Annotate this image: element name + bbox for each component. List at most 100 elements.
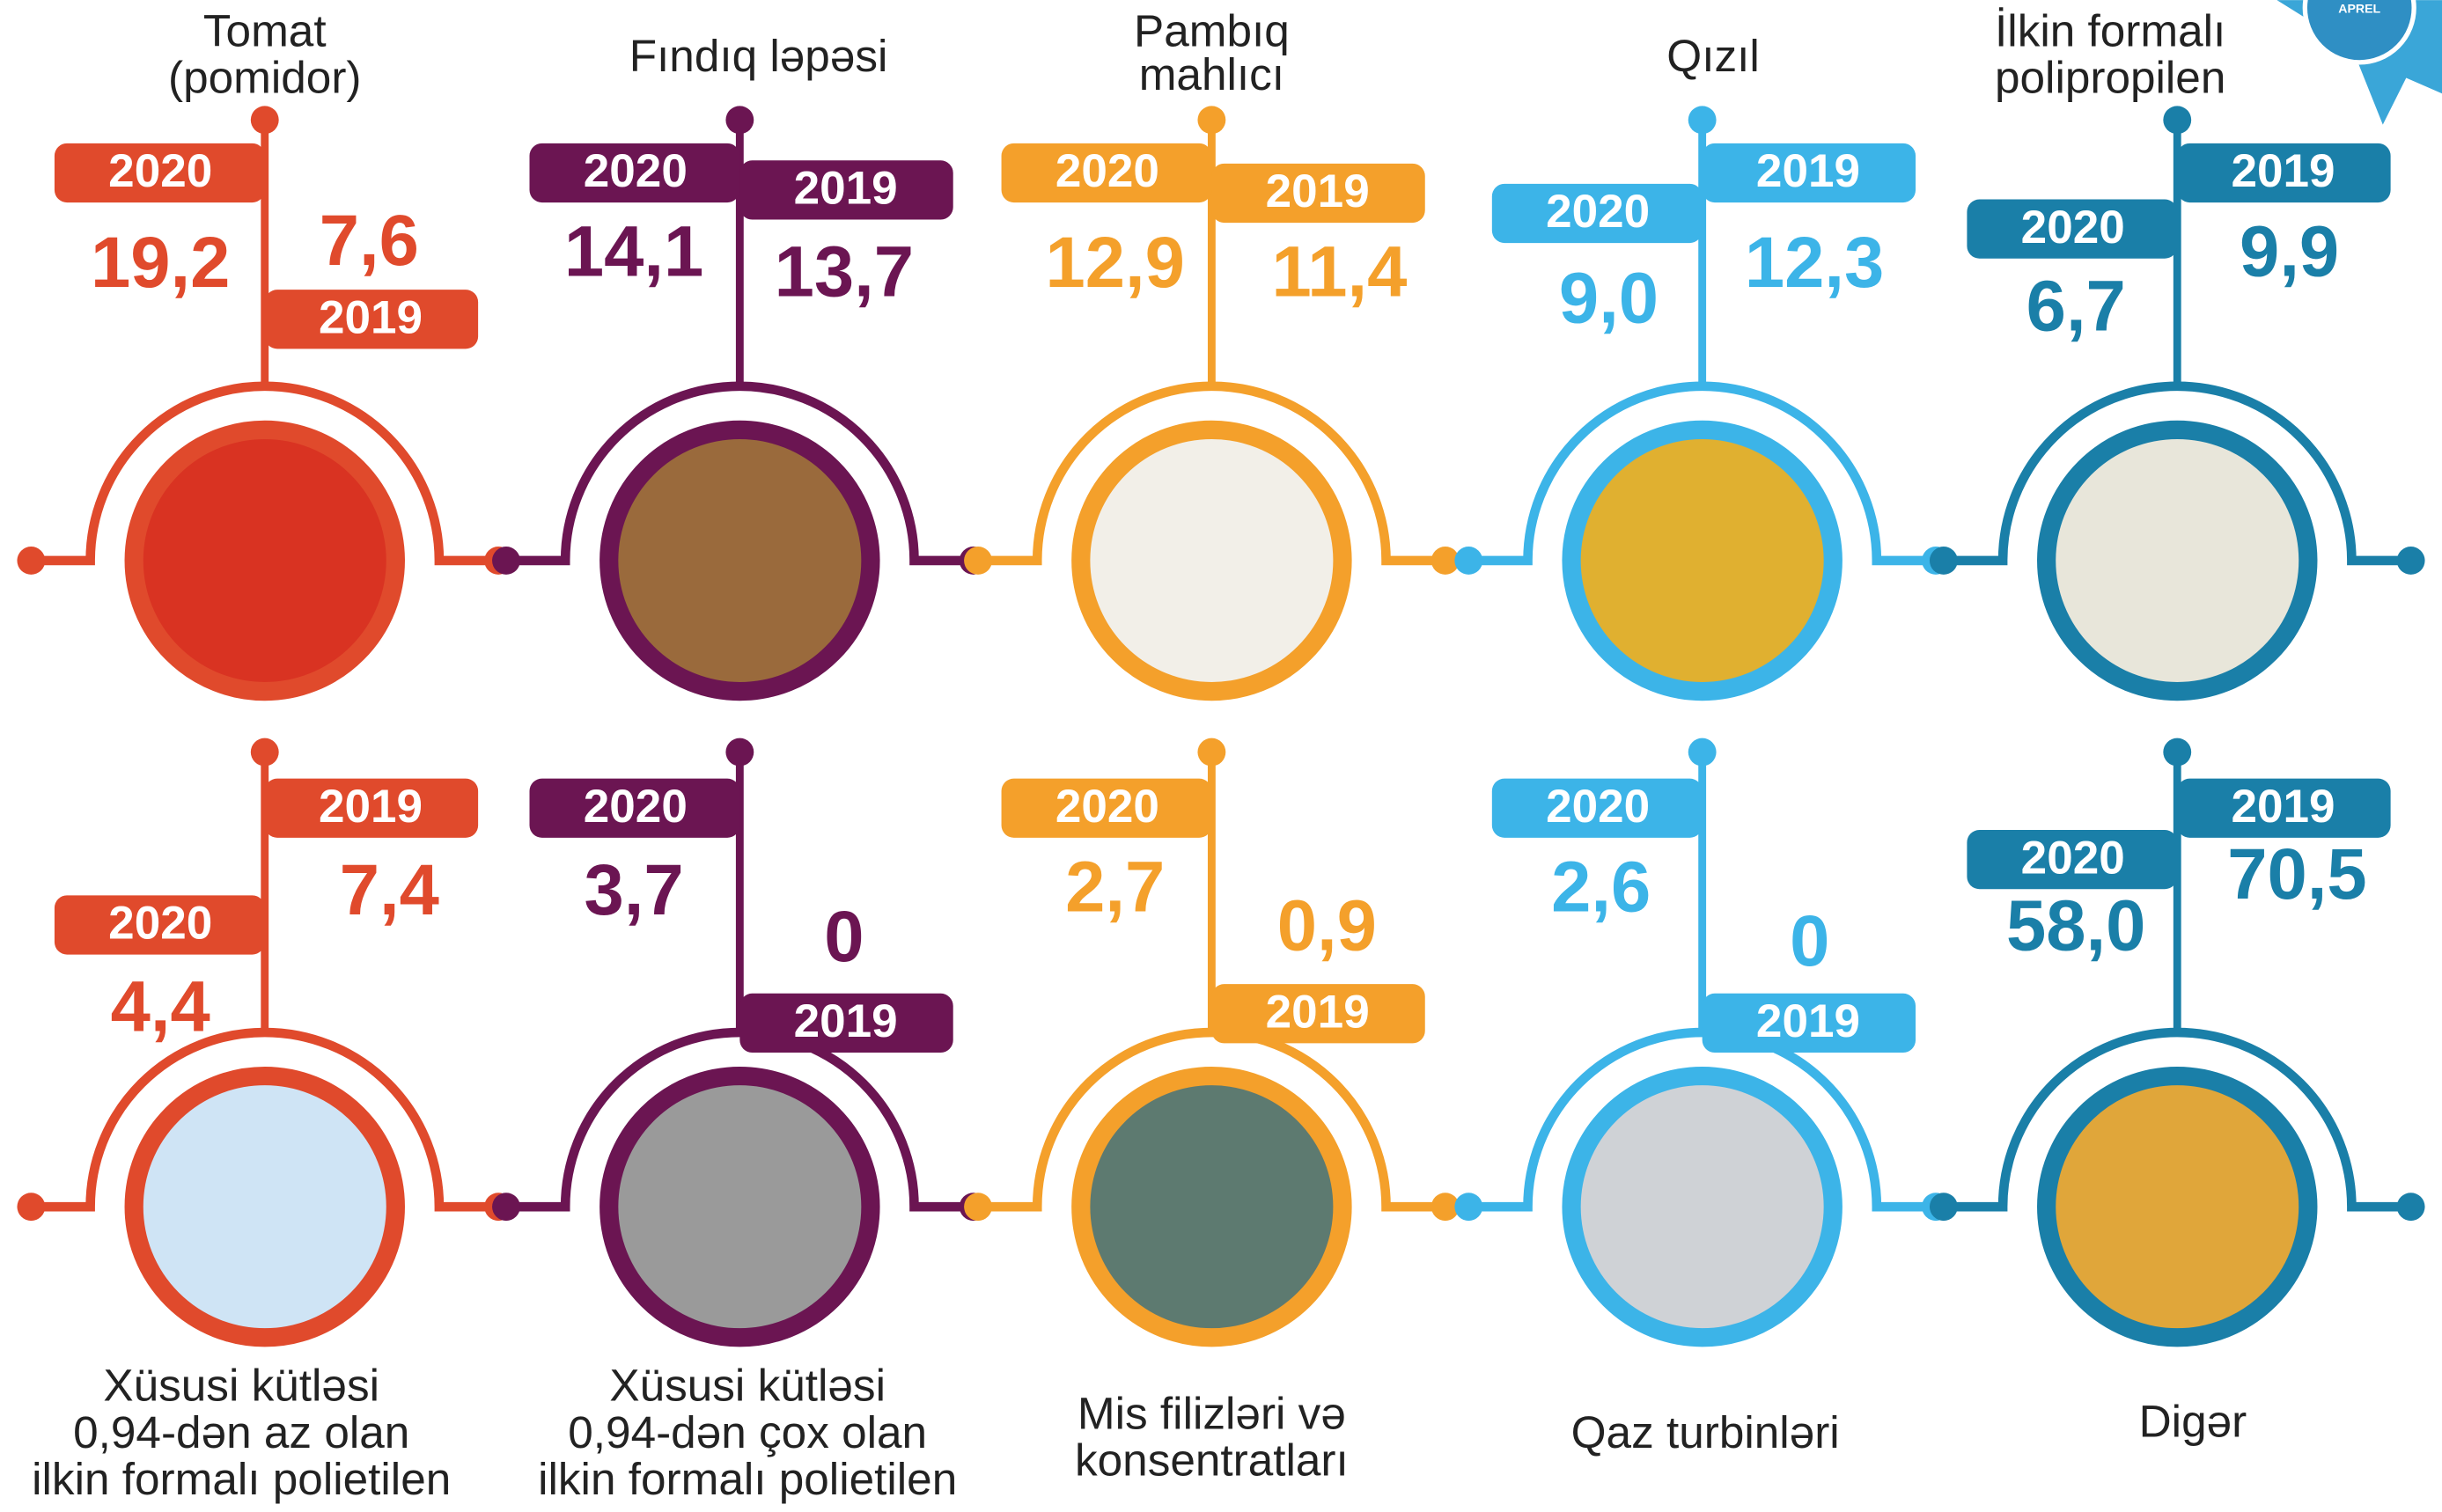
year-box [54,895,265,955]
badge-seal [2302,0,2416,65]
item: 2020 2019 2,7 0,9 Mis filizləri vəkonsentrat… [964,738,1460,1486]
product-name: ilkin formalı polietilen [32,1454,451,1504]
value-2019: 7,6 [320,201,419,281]
product-image [1562,1066,1843,1347]
stem-dot [250,106,279,135]
value-2020: 4,4 [111,967,210,1047]
item: 2020 2019 19,2 7,6 Tomat(pomidor) [17,6,513,701]
year-box [739,160,953,220]
stem-dot [2163,106,2192,135]
value-2020: 3,7 [584,850,683,930]
value-2020: 9,0 [1559,259,1659,339]
product-image [2037,1066,2318,1347]
value-2020: 12,9 [1046,223,1185,303]
badge-text: APREL [2338,1,2380,15]
year-box [264,778,479,838]
year-label: 2020 [2021,202,2125,253]
value-2019: 11,4 [1272,231,1408,312]
product-image [599,420,880,701]
arc-dot [2396,1193,2425,1222]
year-label: 2020 [584,145,688,197]
arc [978,1027,1445,1212]
year-label: 2020 [2021,832,2125,884]
value-2019: 7,4 [340,850,439,930]
arc-dot [492,547,520,575]
year-label: 2019 [794,995,898,1047]
product-name: (pomidor) [168,53,361,103]
year-box [264,290,479,349]
year-box [2177,778,2391,838]
year-box [1491,778,1703,838]
arc [31,1027,499,1212]
arc-dot [964,1193,992,1222]
year-box [1702,143,1916,203]
product-name: Tomat [203,6,327,56]
arc [31,381,499,566]
year-box [54,143,265,203]
arc-dot [1454,1193,1483,1222]
year-box [1211,163,1425,224]
arc [1468,381,1937,566]
year-box [1967,830,2178,890]
year-label: 2019 [1756,145,1860,197]
year-label: 2020 [1056,781,1159,833]
arc-dot [1454,547,1483,575]
product-name: Xüsusi kütləsi [103,1361,379,1411]
arc-dot [1431,1193,1460,1222]
badge: APREL [2277,0,2442,125]
year-label: 2019 [2232,145,2335,197]
value-2019: 0 [1790,901,1829,981]
year-label: 2020 [1056,145,1159,197]
product-image [124,1066,405,1347]
stem-dot [725,738,754,767]
value-2019: 70,5 [2227,834,2366,914]
year-box [529,143,740,203]
year-label: 2019 [319,292,423,344]
year-label: 2020 [584,781,688,833]
value-2019: 13,7 [775,231,914,312]
product-name: polipropilen [1995,53,2225,103]
product-name: Xüsusi kütləsi [609,1361,886,1411]
product-name: Digər [2139,1396,2247,1446]
value-2019: 0 [824,897,864,977]
value-2019: 12,3 [1745,223,1884,303]
product-name: Fındıq ləpəsi [629,31,888,81]
value-2020: 2,6 [1551,847,1651,927]
product-image [599,1066,880,1347]
year-box [1001,778,1212,838]
value-2019: 9,9 [2240,211,2339,291]
year-label: 2019 [1756,995,1860,1047]
product-name: Pambıq [1134,6,1290,56]
product-image [124,420,405,701]
product-name: mahlıcı [1139,49,1284,99]
product-name: Qızıl [1666,31,1759,81]
stem-dot [1688,738,1717,767]
value-2020: 19,2 [91,223,230,303]
product-image [1071,420,1352,701]
year-label: 2020 [108,145,212,197]
year-box [1702,993,1916,1053]
stem-dot [1197,106,1226,135]
value-2020: 58,0 [2006,886,2145,966]
stem-dot [1197,738,1226,767]
value-2020: 14,1 [564,211,703,291]
arc-dot [2396,547,2425,575]
product-image [1562,420,1843,701]
product-name: konsentratları [1075,1435,1349,1486]
year-label: 2019 [1266,165,1370,217]
year-box [1211,984,1425,1044]
arc-dot [17,1193,46,1222]
arc [505,381,974,566]
product-image [2037,420,2318,701]
year-label: 2020 [108,898,212,950]
year-box [2177,143,2391,203]
value-2019: 0,9 [1277,886,1377,966]
item: 2020 2019 14,1 13,7 Fındıq ləpəsi [492,31,988,701]
year-box [739,993,953,1053]
product-image [1071,1066,1352,1347]
stem-dot [2163,738,2192,767]
item: 2020 2019 9,0 12,3 Qızıl [1454,31,1950,701]
